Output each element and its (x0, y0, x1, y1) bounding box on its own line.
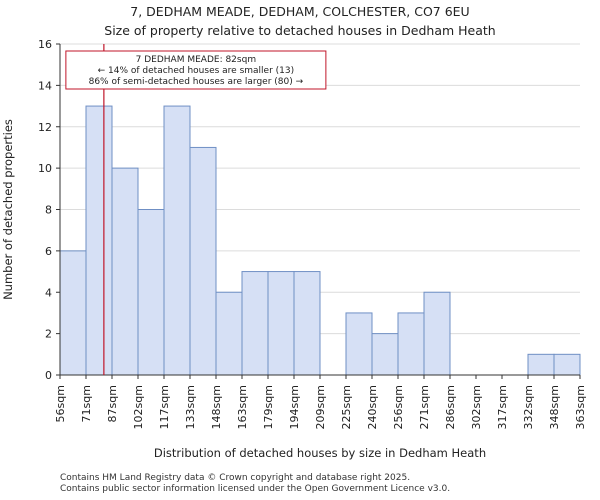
x-tick-label: 256sqm (392, 385, 405, 429)
labels-layer: 0 2 4 6 8 10 12 14 16 56sqm 71sqm 87sqm 102sqm 117sqm… (1, 38, 587, 460)
histogram-bar (163, 105, 191, 376)
chart-title: 7, DEDHAM MEADE, DEDHAM, COLCHESTER, CO7… (130, 4, 470, 19)
x-tick-label: 133sqm (184, 385, 197, 429)
x-tick-label: 163sqm (236, 385, 249, 429)
x-tick-label: 209sqm (314, 385, 327, 429)
x-tick-label: 240sqm (366, 385, 379, 429)
x-tick-label: 71sqm (80, 385, 93, 422)
y-axis-title: Number of detached properties (1, 119, 15, 300)
chart-subtitle: Size of property relative to detached ho… (104, 23, 496, 38)
x-tick-label: 87sqm (106, 385, 119, 422)
x-tick-label: 363sqm (574, 385, 587, 429)
histogram-bar (267, 271, 295, 376)
x-tick-label: 317sqm (496, 385, 509, 429)
x-axis-title: Distribution of detached houses by size … (154, 446, 486, 460)
y-tick-label: 8 (45, 204, 52, 217)
y-tick-label: 0 (45, 369, 52, 382)
histogram-bar (553, 353, 581, 376)
y-tick-label: 4 (45, 286, 52, 299)
y-tick-label: 12 (38, 121, 52, 134)
annotation-box (65, 50, 327, 90)
x-tick-label: 117sqm (158, 385, 171, 429)
histogram-bar (371, 333, 399, 376)
histogram-bar (137, 209, 165, 376)
y-tick-label: 2 (45, 328, 52, 341)
x-tick-label: 179sqm (262, 385, 275, 429)
axes-layer (56, 43, 581, 379)
y-tick-label: 6 (45, 245, 52, 258)
y-tick-label: 14 (38, 79, 52, 92)
histogram-bar (397, 312, 425, 376)
footer-line-2: Contains public sector information licen… (60, 484, 451, 494)
annotation-line: 7 DEDHAM MEADE: 82sqm (136, 55, 256, 65)
footer: Contains HM Land Registry data © Crown c… (60, 473, 450, 495)
chart-title-block: 7, DEDHAM MEADE, DEDHAM, COLCHESTER, CO7… (0, 2, 600, 40)
x-tick-label: 148sqm (210, 385, 223, 429)
y-tick-label: 10 (38, 162, 52, 175)
histogram-bar (241, 271, 269, 376)
bars-layer (59, 105, 581, 376)
histogram-bar (189, 146, 217, 376)
marker-layer: 7 DEDHAM MEADE: 82sqm← 14% of detached h… (65, 44, 327, 375)
x-tick-label: 56sqm (54, 385, 67, 422)
histogram-bar (423, 291, 451, 376)
histogram-bar (527, 353, 555, 376)
y-tick-label: 16 (38, 38, 52, 51)
x-tick-label: 286sqm (444, 385, 457, 429)
histogram-bar (215, 291, 243, 376)
x-tick-label: 225sqm (340, 385, 353, 429)
histogram-bar (293, 271, 321, 376)
x-tick-label: 194sqm (288, 385, 301, 429)
histogram-bar (111, 167, 139, 376)
annotation-line: ← 14% of detached houses are smaller (13… (98, 66, 295, 76)
annotation-line: 86% of semi-detached houses are larger (… (89, 77, 304, 87)
histogram-bar (345, 312, 373, 376)
x-tick-label: 271sqm (418, 385, 431, 429)
histogram-bar (85, 105, 113, 376)
x-tick-label: 102sqm (132, 385, 145, 429)
x-tick-label: 302sqm (470, 385, 483, 429)
histogram-bar (59, 250, 87, 376)
x-tick-label: 348sqm (548, 385, 561, 429)
footer-line-1: Contains HM Land Registry data © Crown c… (60, 473, 411, 483)
x-tick-label: 332sqm (522, 385, 535, 429)
